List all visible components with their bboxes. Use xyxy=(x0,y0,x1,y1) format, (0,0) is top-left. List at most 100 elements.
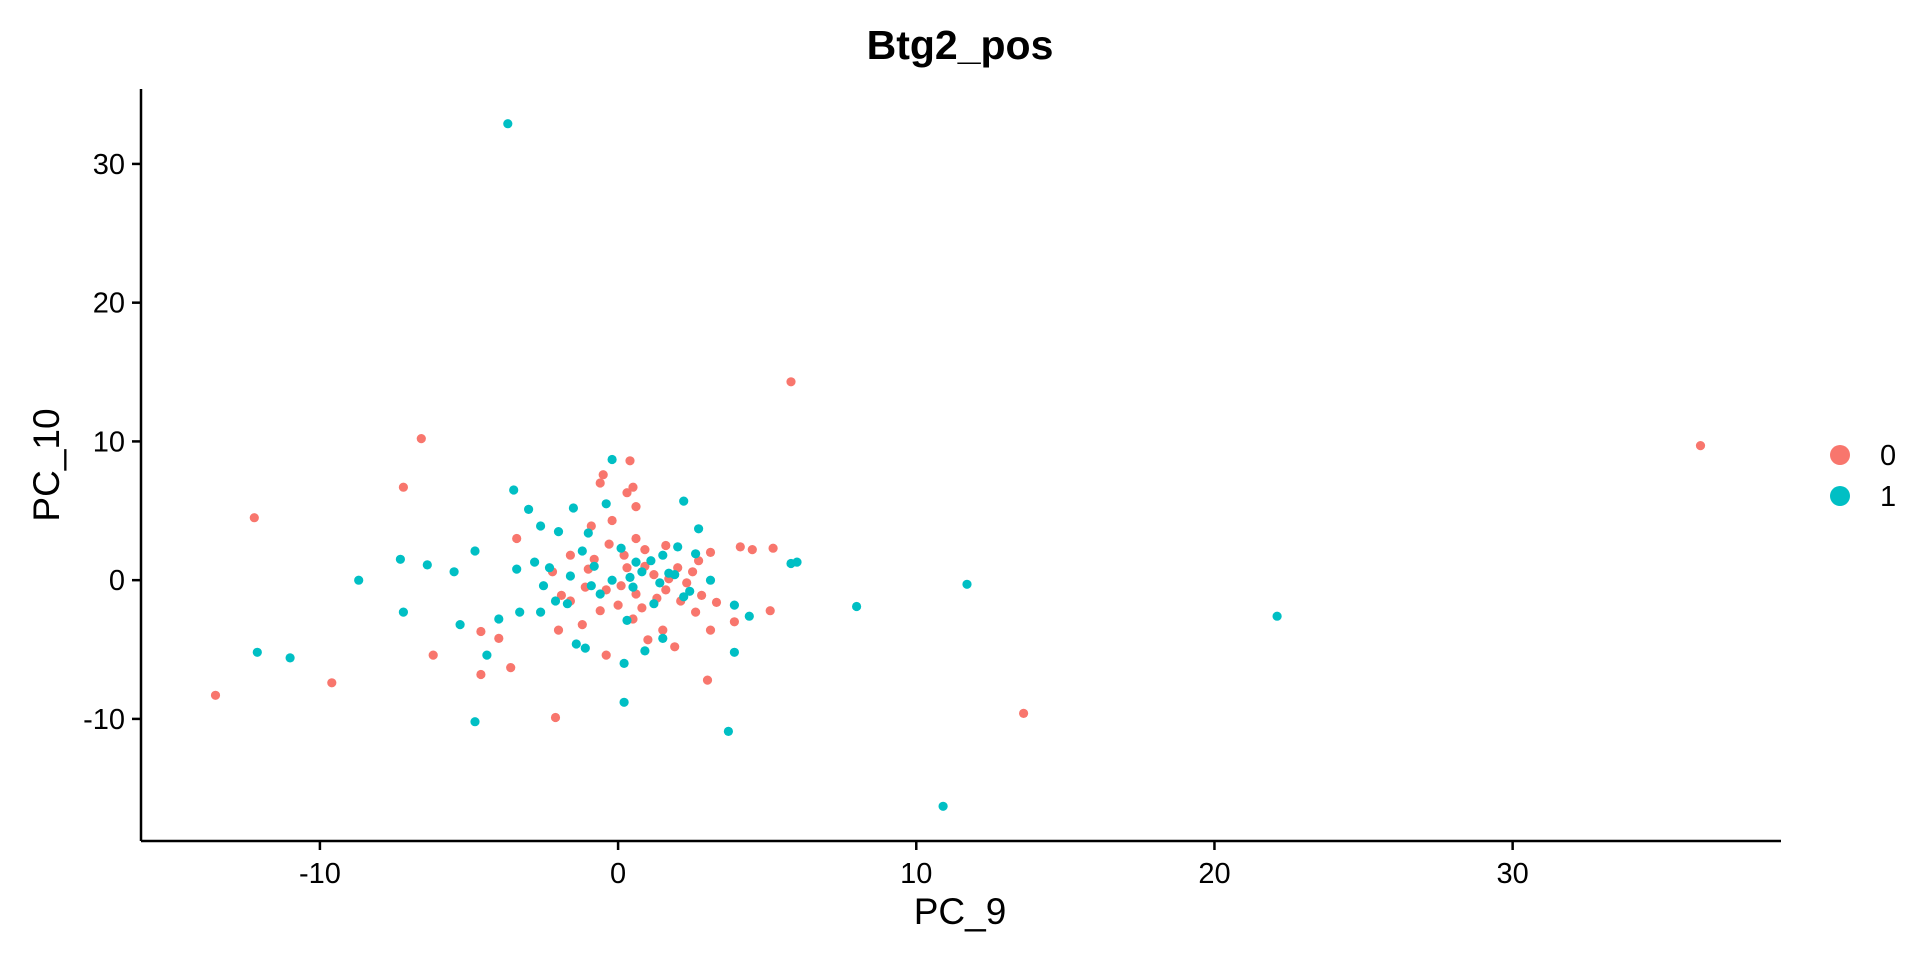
point-series-1-56 xyxy=(616,543,626,553)
legend-label-0: 0 xyxy=(1880,440,1896,472)
x-tick-label: 0 xyxy=(610,858,626,890)
point-series-1-66 xyxy=(664,568,674,578)
point-series-1-41 xyxy=(536,607,546,617)
point-series-1-68 xyxy=(631,557,641,567)
x-axis-ticks: -10 0 10 20 30 xyxy=(299,841,1529,890)
legend-key-0 xyxy=(1830,445,1850,465)
y-axis-title: PC_10 xyxy=(26,408,67,521)
point-series-0-41 xyxy=(607,515,617,526)
point-series-0-24 xyxy=(729,617,740,627)
point-series-0-4 xyxy=(249,513,259,523)
point-series-1-18 xyxy=(482,650,492,660)
point-series-0-23 xyxy=(765,606,775,616)
point-series-1-60 xyxy=(512,564,522,574)
point-series-1-1 xyxy=(1272,611,1282,621)
point-series-1-15 xyxy=(455,620,465,630)
point-series-0-57 xyxy=(619,550,629,560)
point-series-0-56 xyxy=(604,539,614,549)
point-series-1-36 xyxy=(673,542,683,552)
point-series-1-13 xyxy=(422,560,432,570)
point-series-0-9 xyxy=(476,626,486,637)
x-axis-title: PC_9 xyxy=(914,891,1007,932)
point-series-0-14 xyxy=(598,470,608,480)
point-series-0-66 xyxy=(688,567,698,577)
point-series-0-33 xyxy=(670,642,680,652)
point-series-0-27 xyxy=(705,547,716,558)
point-series-1-49 xyxy=(646,556,656,566)
point-series-0-17 xyxy=(628,482,638,492)
point-series-0-8 xyxy=(476,669,486,680)
point-series-1-3 xyxy=(852,601,862,612)
point-series-1-65 xyxy=(586,581,596,591)
point-series-0-36 xyxy=(577,620,587,630)
point-series-0-11 xyxy=(550,712,561,723)
point-series-0-43 xyxy=(640,545,650,555)
legend-label-1: 1 xyxy=(1880,481,1896,513)
point-series-1-28 xyxy=(729,647,740,657)
point-series-0-46 xyxy=(613,600,623,610)
point-series-1-5 xyxy=(723,726,734,737)
point-series-1-53 xyxy=(544,563,555,573)
point-series-1-19 xyxy=(509,485,519,495)
point-series-0-31 xyxy=(643,635,653,645)
point-series-0-40 xyxy=(586,521,596,531)
point-series-1-20 xyxy=(524,504,534,514)
point-series-0-28 xyxy=(661,540,671,551)
point-series-1-64 xyxy=(649,599,659,609)
point-series-1-11 xyxy=(395,554,405,564)
point-series-1-27 xyxy=(658,633,668,644)
legend: 01 xyxy=(1830,440,1896,513)
x-tick-label: -10 xyxy=(299,858,341,890)
point-series-0-61 xyxy=(494,633,504,644)
x-tick-label: 20 xyxy=(1198,858,1230,890)
point-series-0-3 xyxy=(398,482,408,492)
point-series-0-69 xyxy=(697,590,707,601)
point-series-0-0 xyxy=(1695,441,1706,451)
point-series-1-42 xyxy=(550,596,561,606)
point-series-1-0 xyxy=(503,119,513,129)
point-series-0-48 xyxy=(622,563,632,573)
point-series-0-50 xyxy=(649,570,659,580)
point-series-0-21 xyxy=(747,545,757,555)
point-series-0-30 xyxy=(691,607,701,617)
chart-title: Btg2_pos xyxy=(867,22,1054,68)
legend-key-1 xyxy=(1830,486,1850,506)
y-tick-label: 20 xyxy=(93,288,125,320)
point-series-0-6 xyxy=(327,678,337,688)
point-series-1-4 xyxy=(938,801,948,811)
point-series-1-44 xyxy=(580,643,590,653)
point-series-0-68 xyxy=(711,597,722,608)
point-series-1-23 xyxy=(601,499,611,509)
point-series-1-35 xyxy=(694,524,704,534)
point-series-0-20 xyxy=(768,543,778,553)
point-series-1-38 xyxy=(553,527,564,537)
point-series-0-7 xyxy=(428,650,438,660)
point-series-1-58 xyxy=(685,586,695,596)
point-series-1-62 xyxy=(577,546,587,556)
point-series-1-39 xyxy=(583,528,593,538)
y-tick-label: 0 xyxy=(109,565,125,597)
y-tick-label: 30 xyxy=(93,149,125,181)
point-series-0-42 xyxy=(631,533,641,544)
point-series-1-10 xyxy=(354,575,364,585)
point-series-1-16 xyxy=(470,546,480,556)
point-series-0-49 xyxy=(631,589,641,599)
point-series-1-7 xyxy=(470,717,480,727)
point-series-0-2 xyxy=(416,434,426,444)
point-series-1-43 xyxy=(571,639,581,649)
point-series-1-59 xyxy=(691,549,701,559)
point-series-1-67 xyxy=(562,599,573,609)
point-series-1-54 xyxy=(565,571,576,581)
point-series-0-52 xyxy=(673,563,683,573)
point-series-0-16 xyxy=(622,488,632,498)
point-series-0-10 xyxy=(506,663,516,673)
y-tick-label: 10 xyxy=(93,426,125,458)
point-series-0-39 xyxy=(565,550,576,560)
point-series-1-37 xyxy=(658,550,668,560)
point-series-1-29 xyxy=(744,611,754,621)
point-series-1-40 xyxy=(515,607,525,617)
point-series-1-52 xyxy=(530,557,540,567)
point-series-0-37 xyxy=(556,590,567,601)
point-series-1-33 xyxy=(705,575,716,585)
